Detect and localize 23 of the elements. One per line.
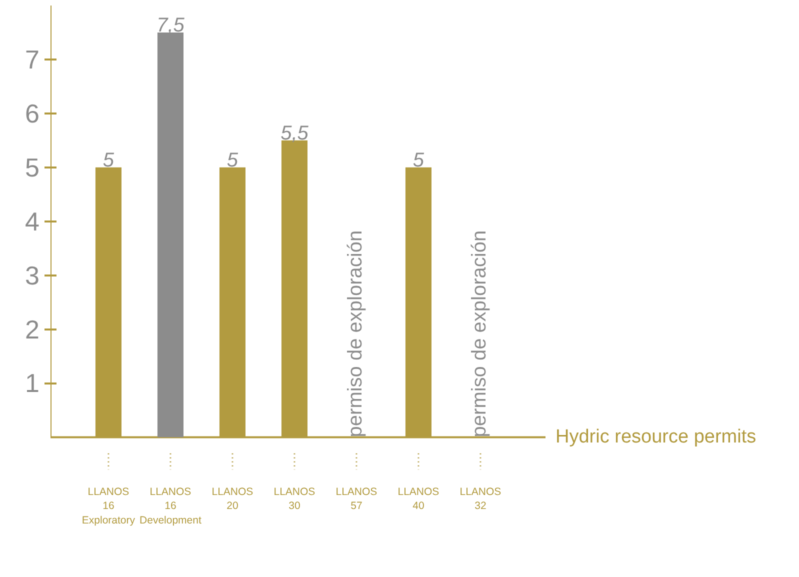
x-tick-label: LLANOS 16 Exploratory [82, 486, 136, 527]
y-tick-label: 3 [25, 260, 40, 290]
y-tick-label: 1 [25, 368, 40, 398]
data-label: 5 [102, 149, 115, 172]
annotation: permiso de exploración [468, 230, 490, 438]
x-tick-label: LLANOS 16 Development [140, 486, 202, 527]
x-axis-title: Hydric resource permits [556, 426, 756, 448]
y-tick-label: 2 [25, 314, 40, 344]
y-tick-label: 7 [25, 44, 40, 74]
data-label: 5 [412, 149, 425, 172]
x-tick-label: LLANOS 57 [336, 486, 378, 512]
y-tick-label: 5 [25, 152, 40, 182]
data-label: 5 [226, 149, 239, 172]
x-tick-label: LLANOS 20 [212, 486, 254, 512]
bar [157, 32, 184, 438]
x-tick-label: LLANOS 40 [398, 486, 440, 512]
y-tick-label: 4 [25, 206, 40, 236]
x-tick-label: LLANOS 30 [274, 486, 316, 512]
data-label: 7,5 [156, 14, 186, 36]
x-tick-label: LLANOS 32 [460, 486, 502, 512]
data-label: 5,5 [280, 122, 310, 144]
y-tick-label: 6 [25, 98, 40, 128]
annotation: permiso de exploración [344, 230, 366, 438]
